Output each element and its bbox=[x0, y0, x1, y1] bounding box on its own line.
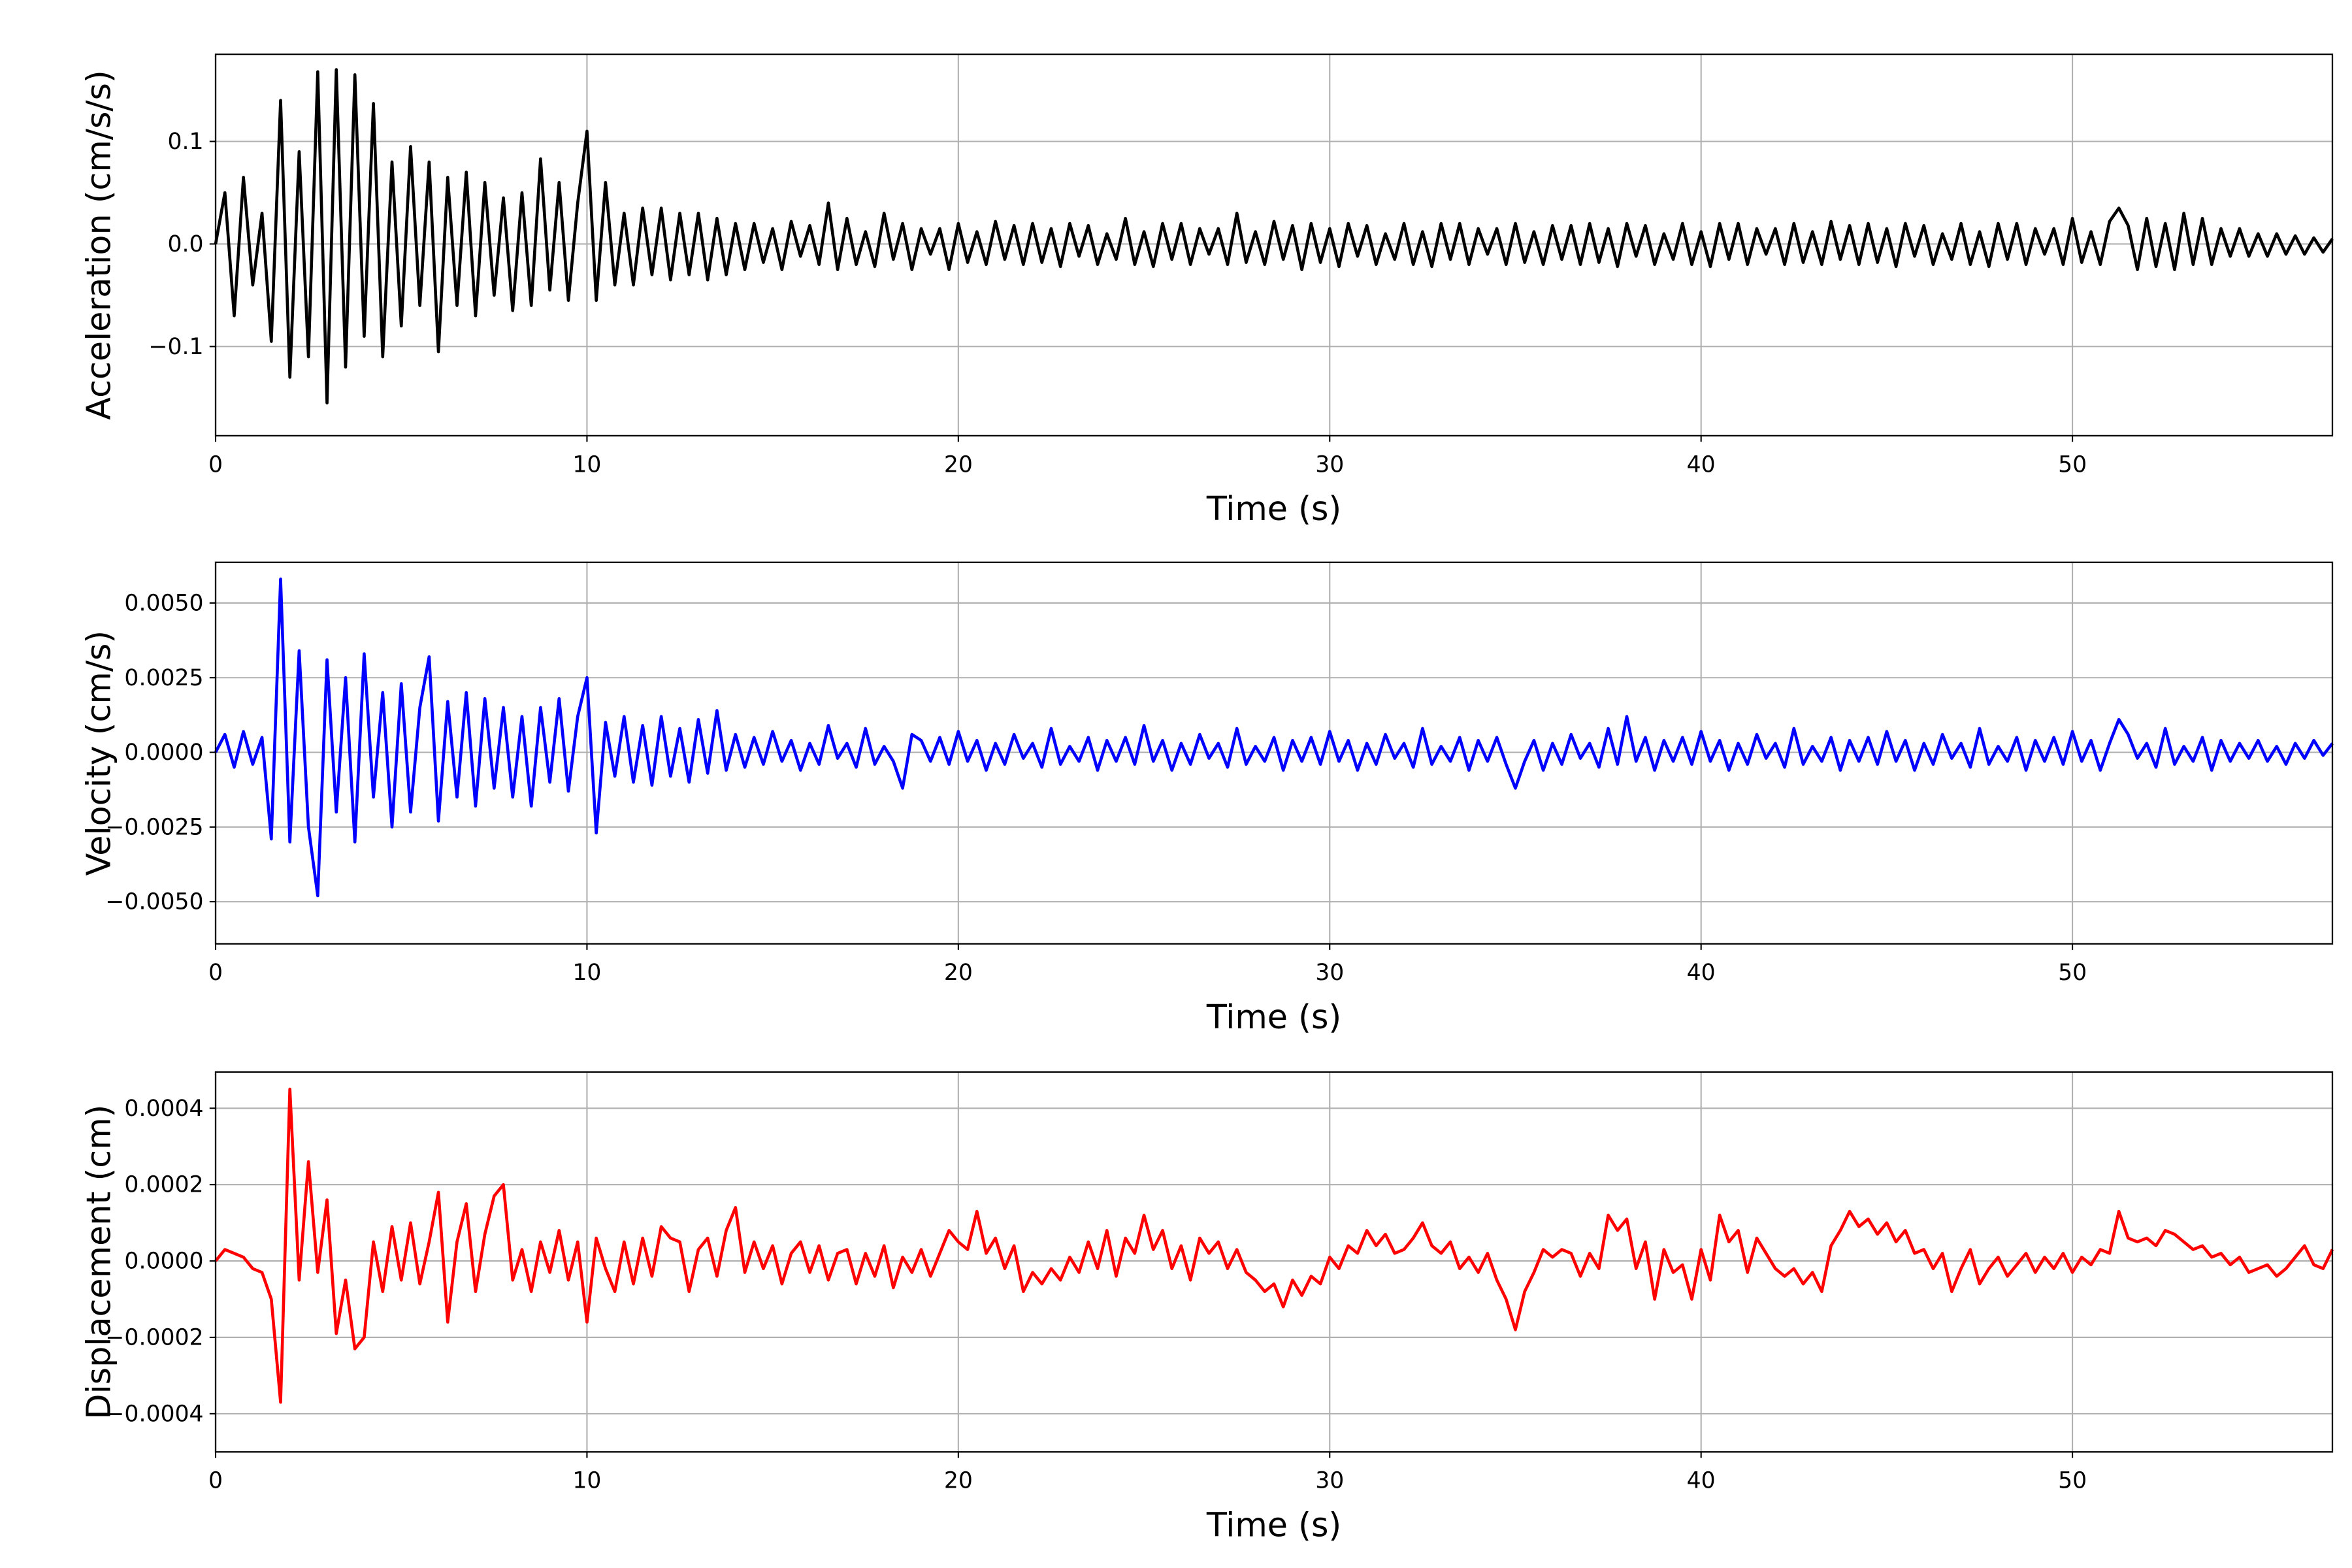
y-tick-label: −0.0050 bbox=[105, 889, 203, 915]
y-tick-label: −0.0025 bbox=[105, 814, 203, 840]
velocity-panel: 0 10 20 30 40 50 −0.0050 −0.0025 0.0000 0.0025 0.0… bbox=[79, 561, 2334, 1036]
y-tick-label: −0.1 bbox=[148, 334, 203, 360]
x-tick-label: 0 bbox=[208, 451, 223, 478]
x-tick-label: 0 bbox=[208, 1468, 223, 1494]
x-tick-label: 0 bbox=[208, 960, 223, 986]
y-axis-label: Acceleration (cm/s/s) bbox=[79, 70, 118, 420]
y-axis-label: Displacement (cm) bbox=[79, 1105, 118, 1420]
y-tick-label: 0.0025 bbox=[124, 665, 203, 691]
x-tick-label: 10 bbox=[572, 960, 601, 986]
displacement-series-line bbox=[214, 1087, 2334, 1404]
y-tick-label: 0.0002 bbox=[124, 1172, 203, 1198]
x-tick-label: 20 bbox=[944, 451, 973, 478]
y-tick-label: 0.0004 bbox=[124, 1096, 203, 1122]
x-tick-label: 10 bbox=[572, 451, 601, 478]
x-tick-label: 20 bbox=[944, 1468, 973, 1494]
y-tick-label: 0.0000 bbox=[124, 1249, 203, 1275]
x-tick-label: 40 bbox=[1687, 960, 1716, 986]
displacement-panel: 0 10 20 30 40 50 −0.0004 −0.0002 0.0000 0.0002 0.0… bbox=[79, 1071, 2334, 1544]
acceleration-panel: 0 10 20 30 40 50 −0.1 0.0 0.1 Time (s) Acceleratio… bbox=[79, 53, 2334, 528]
x-tick-label: 30 bbox=[1315, 1468, 1344, 1494]
x-axis-label: Time (s) bbox=[1206, 489, 1341, 528]
x-tick-label: 20 bbox=[944, 960, 973, 986]
x-axis-label: Time (s) bbox=[1206, 1506, 1341, 1544]
x-axis-label: Time (s) bbox=[1206, 998, 1341, 1036]
y-tick-label: 0.1 bbox=[167, 129, 203, 155]
x-tick-label: 30 bbox=[1315, 960, 1344, 986]
x-tick-label: 50 bbox=[2058, 451, 2087, 478]
y-axis-label: Velocity (cm/s) bbox=[79, 630, 118, 876]
velocity-series-line bbox=[214, 578, 2334, 898]
x-tick-label: 50 bbox=[2058, 960, 2087, 986]
acceleration-series-line bbox=[214, 68, 2334, 405]
x-tick-label: 40 bbox=[1687, 1468, 1716, 1494]
y-tick-label: 0.0050 bbox=[124, 590, 203, 616]
y-tick-label: −0.0004 bbox=[105, 1401, 203, 1427]
axes-frame bbox=[214, 1071, 2334, 1453]
x-tick-label: 50 bbox=[2058, 1468, 2087, 1494]
axes-frame bbox=[214, 561, 2334, 945]
x-tick-label: 30 bbox=[1315, 451, 1344, 478]
x-tick-label: 10 bbox=[572, 1468, 601, 1494]
x-tick-label: 40 bbox=[1687, 451, 1716, 478]
axes-frame bbox=[214, 53, 2334, 437]
y-tick-label: −0.0002 bbox=[105, 1325, 203, 1351]
y-tick-label: 0.0 bbox=[167, 231, 203, 257]
y-tick-label: 0.0000 bbox=[124, 740, 203, 766]
